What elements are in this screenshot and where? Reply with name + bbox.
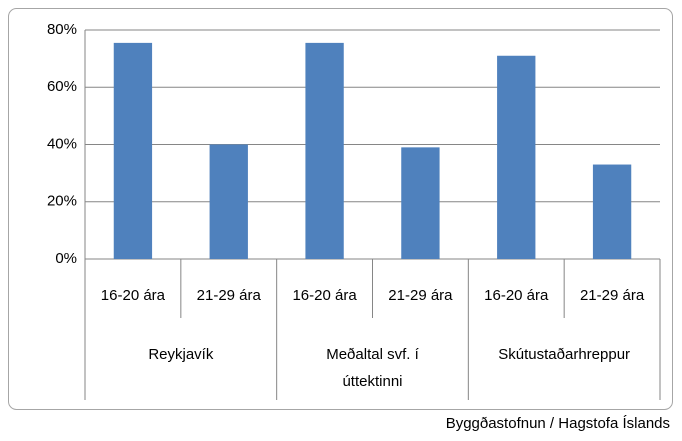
bar: [401, 147, 440, 259]
group-label: Reykjavík: [148, 346, 214, 363]
y-tick-label: 80%: [47, 21, 77, 38]
group-label: Skútustaðarhreppur: [498, 346, 631, 363]
bar: [209, 144, 248, 259]
x-tick-label: 21-29 ára: [580, 287, 645, 304]
source: Byggðastofnun / Hagstofa Íslands: [445, 415, 670, 432]
y-tick-label: 60%: [47, 78, 77, 95]
group-label: Meðaltal svf. í úttektinni: [326, 346, 419, 390]
y-tick-label: 40%: [47, 135, 77, 152]
y-tick-label: 20%: [47, 193, 77, 210]
bar: [305, 42, 344, 259]
bar: [497, 55, 536, 260]
bar: [113, 42, 153, 259]
x-tick-label: 21-29 ára: [388, 287, 453, 304]
x-tick-label: 16-20 ára: [101, 287, 166, 304]
x-tick-label: 16-20 ára: [292, 287, 357, 304]
x-tick-label: 21-29 ára: [197, 287, 262, 304]
x-tick-label: 16-20 ára: [484, 287, 549, 304]
y-tick-label: 0%: [55, 250, 77, 267]
bar: [592, 164, 632, 259]
